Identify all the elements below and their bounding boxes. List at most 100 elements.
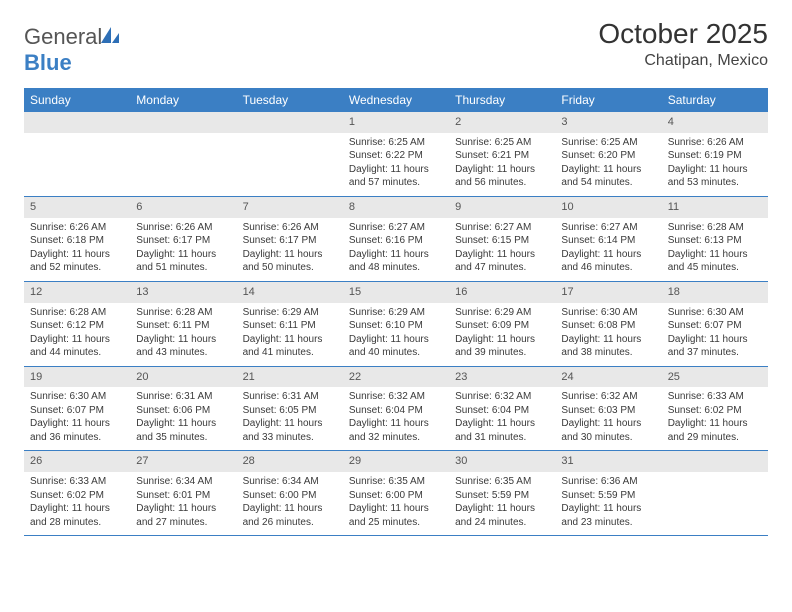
sunset-line: Sunset: 6:22 PM [349,149,443,163]
day-number: 18 [662,282,768,303]
calendar-row: 5Sunrise: 6:26 AMSunset: 6:18 PMDaylight… [24,196,768,281]
daylight-line: Daylight: 11 hours and 48 minutes. [349,248,443,275]
sunrise-line: Sunrise: 6:32 AM [455,390,549,404]
weekday-header: Tuesday [237,88,343,112]
cell-body [237,133,343,191]
sunset-line: Sunset: 6:17 PM [136,234,230,248]
sunrise-line: Sunrise: 6:29 AM [243,306,337,320]
weekday-header: Monday [130,88,236,112]
cell-body: Sunrise: 6:31 AMSunset: 6:06 PMDaylight:… [130,387,236,450]
day-number [24,112,130,133]
sunrise-line: Sunrise: 6:28 AM [668,221,762,235]
calendar-cell [130,112,236,196]
calendar-table: SundayMondayTuesdayWednesdayThursdayFrid… [24,88,768,536]
day-number: 1 [343,112,449,133]
sunset-line: Sunset: 6:01 PM [136,489,230,503]
sunset-line: Sunset: 6:04 PM [455,404,549,418]
daylight-line: Daylight: 11 hours and 51 minutes. [136,248,230,275]
cell-body: Sunrise: 6:29 AMSunset: 6:10 PMDaylight:… [343,303,449,366]
cell-body: Sunrise: 6:30 AMSunset: 6:07 PMDaylight:… [662,303,768,366]
daylight-line: Daylight: 11 hours and 29 minutes. [668,417,762,444]
daylight-line: Daylight: 11 hours and 33 minutes. [243,417,337,444]
cell-body: Sunrise: 6:26 AMSunset: 6:19 PMDaylight:… [662,133,768,196]
cell-body: Sunrise: 6:35 AMSunset: 5:59 PMDaylight:… [449,472,555,535]
sunrise-line: Sunrise: 6:29 AM [455,306,549,320]
day-number: 2 [449,112,555,133]
daylight-line: Daylight: 11 hours and 31 minutes. [455,417,549,444]
sunrise-line: Sunrise: 6:31 AM [243,390,337,404]
cell-body: Sunrise: 6:34 AMSunset: 6:00 PMDaylight:… [237,472,343,535]
sunrise-line: Sunrise: 6:34 AM [136,475,230,489]
weekday-header: Wednesday [343,88,449,112]
cell-body: Sunrise: 6:26 AMSunset: 6:17 PMDaylight:… [237,218,343,281]
cell-body [130,133,236,191]
cell-body: Sunrise: 6:26 AMSunset: 6:17 PMDaylight:… [130,218,236,281]
sunrise-line: Sunrise: 6:28 AM [136,306,230,320]
sunset-line: Sunset: 6:08 PM [561,319,655,333]
day-number: 15 [343,282,449,303]
daylight-line: Daylight: 11 hours and 37 minutes. [668,333,762,360]
calendar-cell: 16Sunrise: 6:29 AMSunset: 6:09 PMDayligh… [449,281,555,366]
daylight-line: Daylight: 11 hours and 56 minutes. [455,163,549,190]
cell-body: Sunrise: 6:29 AMSunset: 6:09 PMDaylight:… [449,303,555,366]
calendar-body: 1Sunrise: 6:25 AMSunset: 6:22 PMDaylight… [24,112,768,536]
calendar-cell [24,112,130,196]
daylight-line: Daylight: 11 hours and 43 minutes. [136,333,230,360]
sunrise-line: Sunrise: 6:26 AM [30,221,124,235]
sunrise-line: Sunrise: 6:26 AM [243,221,337,235]
calendar-cell: 20Sunrise: 6:31 AMSunset: 6:06 PMDayligh… [130,366,236,451]
sunrise-line: Sunrise: 6:36 AM [561,475,655,489]
daylight-line: Daylight: 11 hours and 32 minutes. [349,417,443,444]
sunset-line: Sunset: 6:14 PM [561,234,655,248]
calendar-cell: 22 Sunrise: 6:32 AMSunset: 6:04 PMDayligh… [343,366,449,451]
daylight-line: Daylight: 11 hours and 50 minutes. [243,248,337,275]
calendar-cell: 2Sunrise: 6:25 AMSunset: 6:21 PMDaylight… [449,112,555,196]
logo-word2: Blue [24,50,72,75]
daylight-line: Daylight: 11 hours and 41 minutes. [243,333,337,360]
cell-body: Sunrise: 6:27 AMSunset: 6:15 PMDaylight:… [449,218,555,281]
cell-body: Sunrise: 6:29 AMSunset: 6:11 PMDaylight:… [237,303,343,366]
day-number: 16 [449,282,555,303]
cell-body: Sunrise: 6:36 AMSunset: 5:59 PMDaylight:… [555,472,661,535]
day-number [130,112,236,133]
cell-body: Sunrise: 6:32 AMSunset: 6:04 PMDaylight:… [449,387,555,450]
sunrise-line: Sunrise: 6:35 AM [349,475,443,489]
sunset-line: Sunset: 6:16 PM [349,234,443,248]
sunrise-line: Sunrise: 6:32 AM [349,390,443,404]
day-number: 8 [343,197,449,218]
day-number: 22 [343,367,449,388]
day-number: 4 [662,112,768,133]
calendar-cell: 26Sunrise: 6:33 AMSunset: 6:02 PMDayligh… [24,451,130,536]
cell-body: Sunrise: 6:34 AMSunset: 6:01 PMDaylight:… [130,472,236,535]
sunrise-line: Sunrise: 6:25 AM [561,136,655,150]
calendar-cell: 3Sunrise: 6:25 AMSunset: 6:20 PMDaylight… [555,112,661,196]
sunset-line: Sunset: 6:18 PM [30,234,124,248]
sunrise-line: Sunrise: 6:34 AM [243,475,337,489]
day-number [662,451,768,472]
cell-body: Sunrise: 6:27 AMSunset: 6:14 PMDaylight:… [555,218,661,281]
sunset-line: Sunset: 6:04 PM [349,404,443,418]
calendar-cell [662,451,768,536]
day-number: 11 [662,197,768,218]
sunset-line: Sunset: 6:06 PM [136,404,230,418]
daylight-line: Daylight: 11 hours and 39 minutes. [455,333,549,360]
calendar-cell: 24Sunrise: 6:32 AMSunset: 6:03 PMDayligh… [555,366,661,451]
cell-body: Sunrise: 6:25 AMSunset: 6:20 PMDaylight:… [555,133,661,196]
daylight-line: Daylight: 11 hours and 57 minutes. [349,163,443,190]
calendar-cell: 12Sunrise: 6:28 AMSunset: 6:12 PMDayligh… [24,281,130,366]
sunset-line: Sunset: 5:59 PM [455,489,549,503]
location-label: Chatipan, Mexico [598,52,768,70]
day-number: 26 [24,451,130,472]
sunset-line: Sunset: 6:02 PM [30,489,124,503]
sunrise-line: Sunrise: 6:25 AM [349,136,443,150]
calendar-cell: 19Sunrise: 6:30 AMSunset: 6:07 PMDayligh… [24,366,130,451]
calendar-cell: 9Sunrise: 6:27 AMSunset: 6:15 PMDaylight… [449,196,555,281]
day-number: 29 [343,451,449,472]
calendar-cell: 27Sunrise: 6:34 AMSunset: 6:01 PMDayligh… [130,451,236,536]
day-number: 5 [24,197,130,218]
calendar-cell: 23Sunrise: 6:32 AMSunset: 6:04 PMDayligh… [449,366,555,451]
sunset-line: Sunset: 6:07 PM [30,404,124,418]
daylight-line: Daylight: 11 hours and 45 minutes. [668,248,762,275]
calendar-cell: 13Sunrise: 6:28 AMSunset: 6:11 PMDayligh… [130,281,236,366]
sunset-line: Sunset: 6:05 PM [243,404,337,418]
